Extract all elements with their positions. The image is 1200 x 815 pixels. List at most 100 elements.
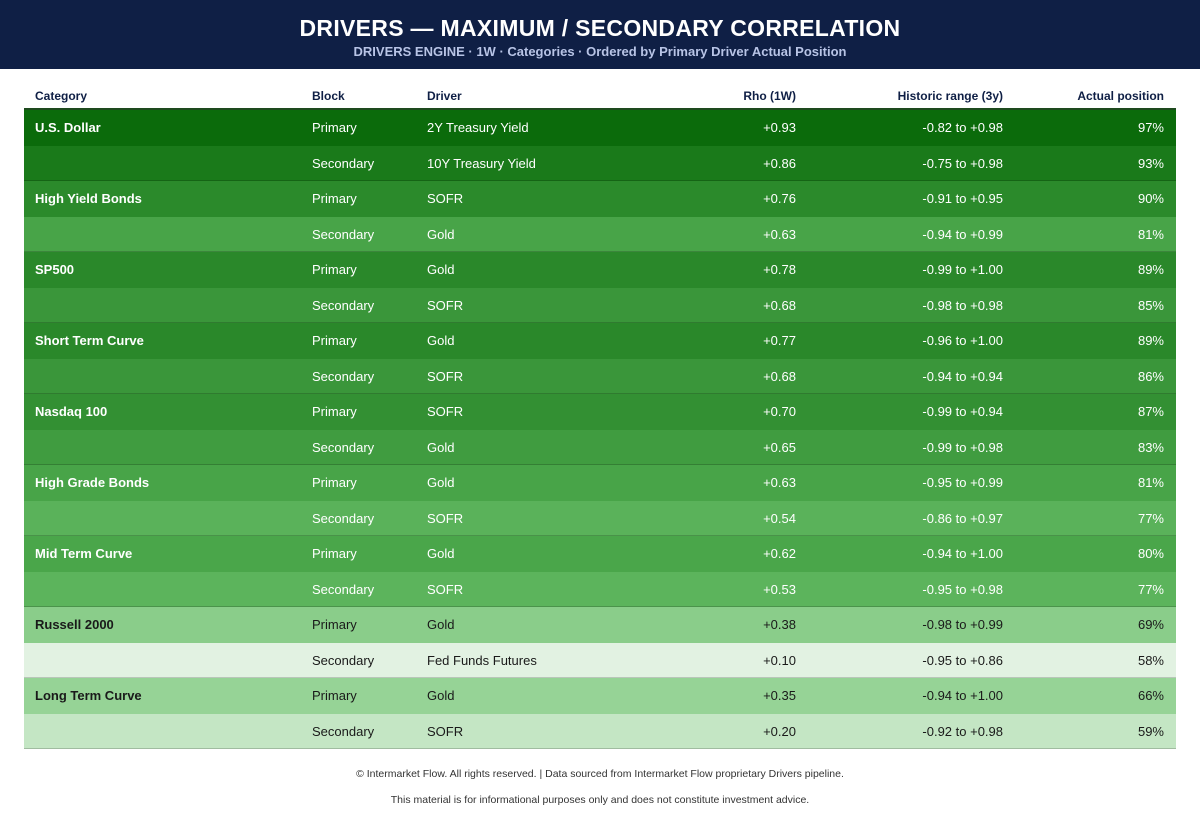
cell-position: 83% [1137, 439, 1164, 455]
cell-block: Primary [312, 688, 357, 703]
cell-category: Russell 2000 [35, 617, 114, 632]
table-row: High Grade Bonds Primary Gold +0.63 -0.95 to… [24, 465, 1176, 501]
cell-range: -0.98 to +0.99 [922, 617, 1003, 632]
cell-range: -0.94 to +0.99 [922, 226, 1003, 242]
cell-range: -0.96 to +1.00 [922, 333, 1003, 348]
cell-position: 69% [1137, 617, 1164, 632]
cell-rho: +0.93 [763, 120, 796, 135]
cell-rho: +0.38 [763, 617, 796, 632]
cell-range: -0.82 to +0.98 [922, 120, 1003, 135]
cell-position: 87% [1137, 404, 1164, 419]
cell-block: Secondary [312, 652, 375, 668]
cell-block: Primary [312, 120, 357, 135]
cell-range: -0.99 to +1.00 [922, 262, 1003, 277]
cell-rho: +0.63 [763, 226, 796, 242]
cell-position: 59% [1137, 723, 1164, 739]
cell-driver: SOFR [427, 191, 464, 206]
cell-range: -0.94 to +1.00 [922, 688, 1003, 703]
cell-driver: Gold [427, 617, 455, 632]
cell-position: 90% [1137, 191, 1164, 206]
table-row: Secondary SOFR +0.53 -0.95 to +0.98 77% [24, 571, 1176, 607]
cell-block: Secondary [312, 155, 375, 171]
cell-position: 66% [1137, 688, 1164, 703]
cell-position: 77% [1137, 581, 1164, 597]
cell-rho: +0.68 [763, 297, 796, 313]
column-header-position: Actual position [1077, 89, 1164, 103]
cell-block: Secondary [312, 297, 375, 313]
cell-position: 93% [1137, 155, 1164, 171]
column-header-rho: Rho (1W) [743, 89, 796, 103]
cell-driver: Gold [427, 439, 455, 455]
table-row: Secondary Fed Funds Futures +0.10 -0.95 to … [24, 642, 1176, 678]
cell-block: Secondary [312, 510, 375, 526]
cell-position: 86% [1137, 368, 1164, 384]
cell-driver: Gold [427, 262, 455, 277]
table-row: Secondary SOFR +0.54 -0.86 to +0.97 77% [24, 500, 1176, 536]
column-header-block: Block [312, 89, 345, 103]
cell-rho: +0.65 [763, 439, 796, 455]
cell-rho: +0.68 [763, 368, 796, 384]
cell-driver: Gold [427, 226, 455, 242]
cell-position: 77% [1137, 510, 1164, 526]
cell-driver: 10Y Treasury Yield [427, 155, 536, 171]
cell-category: Mid Term Curve [35, 546, 133, 561]
cell-range: -0.95 to +0.99 [922, 475, 1003, 490]
cell-position: 85% [1137, 297, 1164, 313]
cell-rho: +0.35 [763, 688, 796, 703]
cell-position: 58% [1137, 652, 1164, 668]
cell-block: Primary [312, 191, 357, 206]
cell-driver: Fed Funds Futures [427, 652, 537, 668]
cell-block: Primary [312, 333, 357, 348]
cell-rho: +0.63 [763, 475, 796, 490]
page-title: DRIVERS — MAXIMUM / SECONDARY CORRELATIO… [299, 15, 901, 41]
cell-category: High Grade Bonds [35, 475, 150, 490]
column-header-driver: Driver [427, 89, 462, 103]
cell-category: Nasdaq 100 [35, 404, 108, 419]
table-row: Secondary Gold +0.65 -0.99 to +0.98 83% [24, 429, 1176, 465]
cell-rho: +0.53 [763, 581, 796, 597]
cell-driver: SOFR [427, 368, 464, 384]
cell-range: -0.86 to +0.97 [922, 510, 1003, 526]
drivers-table: Category Block Driver Rho (1W) Historic … [24, 83, 1176, 749]
cell-rho: +0.77 [763, 333, 796, 348]
cell-range: -0.92 to +0.98 [922, 723, 1003, 739]
cell-category: Short Term Curve [35, 333, 144, 348]
cell-range: -0.99 to +0.98 [922, 439, 1003, 455]
cell-range: -0.95 to +0.98 [922, 581, 1003, 597]
table-row: U.S. Dollar Primary 2Y Treasury Yield +0.93… [24, 110, 1176, 146]
cell-driver: 2Y Treasury Yield [427, 120, 529, 135]
cell-range: -0.75 to +0.98 [922, 155, 1003, 171]
table-row: Long Term Curve Primary Gold +0.35 -0.94 to … [24, 678, 1176, 714]
cell-block: Primary [312, 475, 357, 490]
cell-driver: SOFR [427, 581, 464, 597]
cell-position: 80% [1137, 546, 1164, 561]
cell-rho: +0.62 [763, 546, 796, 561]
cell-driver: SOFR [427, 723, 464, 739]
cell-driver: Gold [427, 546, 455, 561]
cell-range: -0.95 to +0.86 [922, 652, 1003, 668]
cell-rho: +0.54 [763, 510, 796, 526]
cell-category: SP500 [35, 262, 75, 277]
cell-block: Secondary [312, 226, 375, 242]
cell-range: -0.99 to +0.94 [922, 404, 1003, 419]
cell-range: -0.94 to +1.00 [922, 546, 1003, 561]
cell-block: Primary [312, 617, 357, 632]
cell-rho: +0.78 [763, 262, 796, 277]
table-row: High Yield Bonds Primary SOFR +0.76 -0.91 to… [24, 181, 1176, 217]
table-row: Secondary SOFR +0.68 -0.98 to +0.98 85% [24, 287, 1176, 323]
table-body: U.S. Dollar Primary 2Y Treasury Yield +0.93… [24, 110, 1176, 749]
table-row: Secondary Gold +0.63 -0.94 to +0.99 81% [24, 216, 1176, 252]
cell-rho: +0.10 [763, 652, 796, 668]
table-row: Nasdaq 100 Primary SOFR +0.70 -0.99 to +0.94… [24, 394, 1176, 430]
cell-block: Secondary [312, 581, 375, 597]
cell-driver: Gold [427, 333, 455, 348]
cell-range: -0.94 to +0.94 [922, 368, 1003, 384]
cell-position: 89% [1137, 262, 1164, 277]
table-row: Mid Term Curve Primary Gold +0.62 -0.94 to +… [24, 536, 1176, 572]
cell-rho: +0.86 [763, 155, 796, 171]
table-row: Russell 2000 Primary Gold +0.38 -0.98 to +0.… [24, 607, 1176, 643]
footer-copyright: © Intermarket Flow. All rights reserved.… [356, 768, 844, 780]
table-header: Category Block Driver Rho (1W) Historic … [24, 83, 1176, 110]
table-row: Short Term Curve Primary Gold +0.77 -0.96 to… [24, 323, 1176, 359]
page-subtitle: DRIVERS ENGINE · 1W · Categories · Order… [353, 44, 847, 59]
